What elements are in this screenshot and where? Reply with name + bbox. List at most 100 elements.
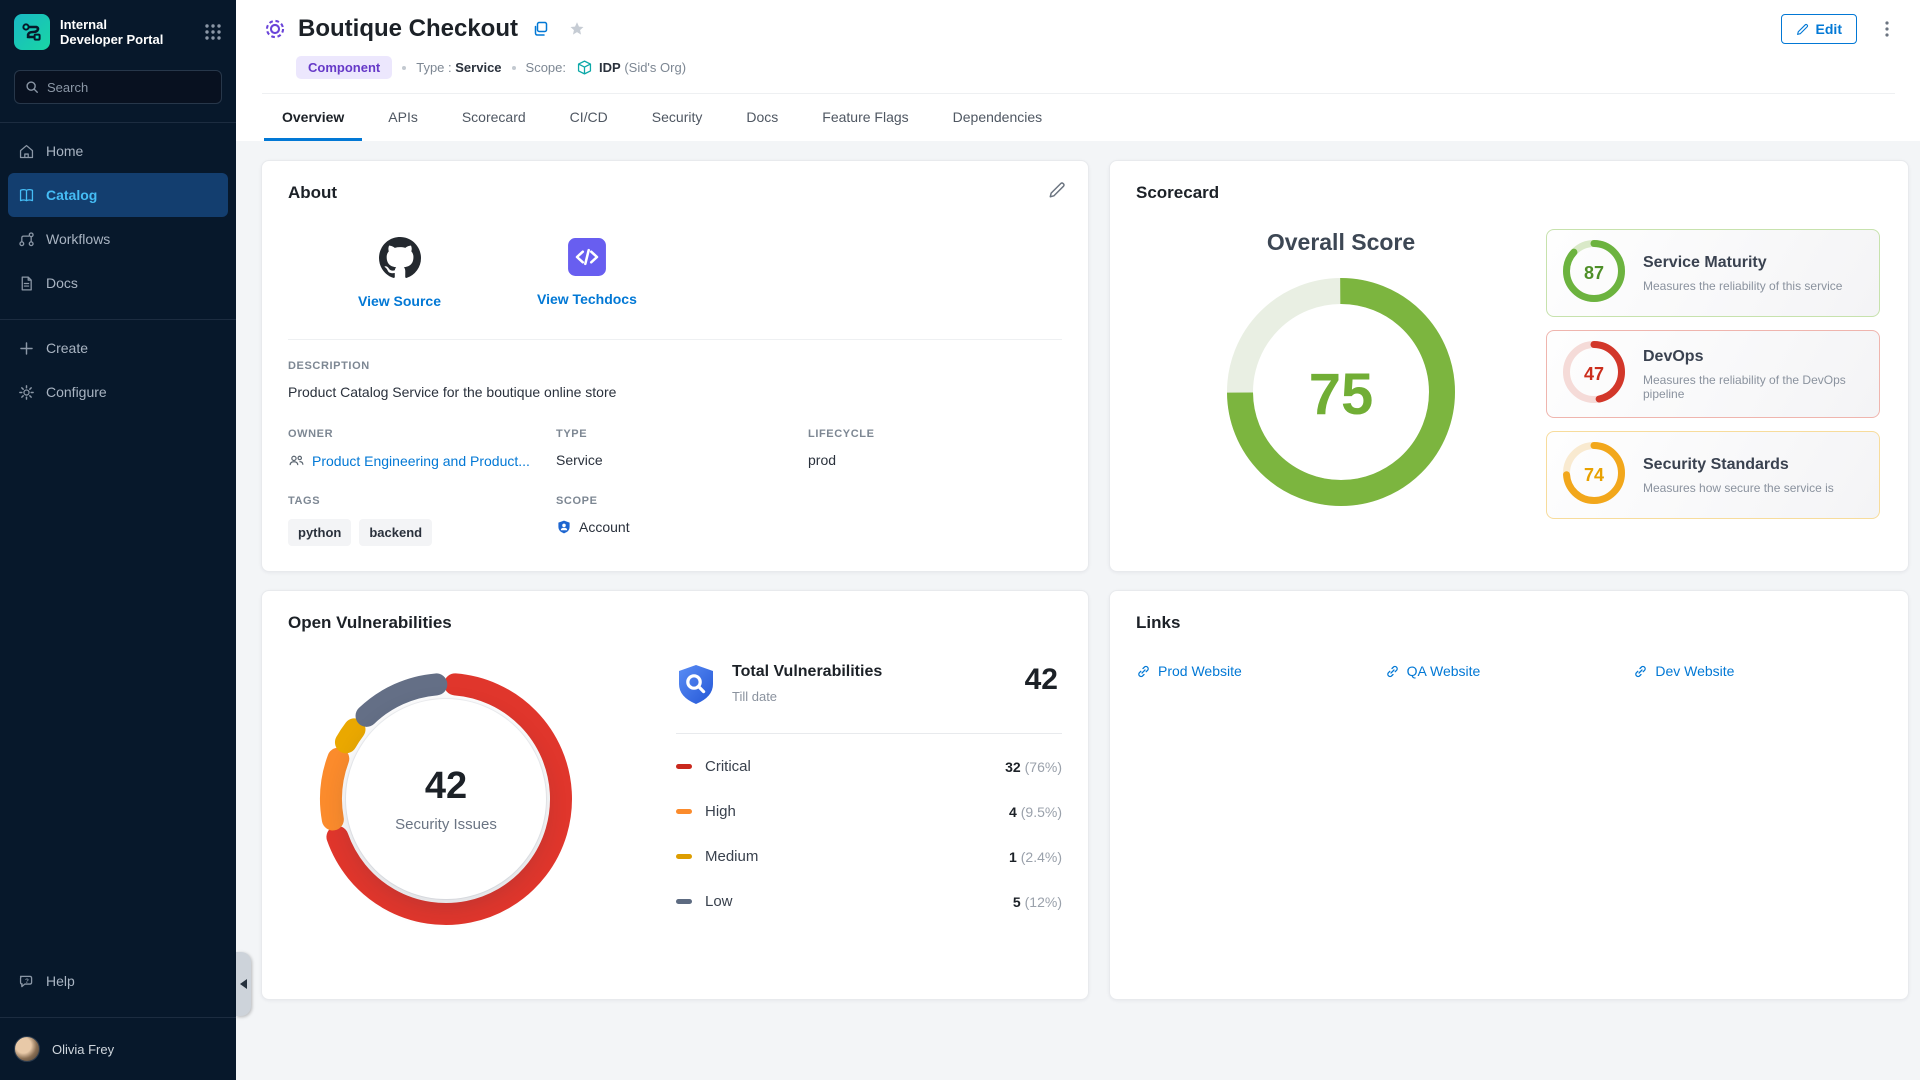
security-issues-count: 42: [424, 765, 468, 807]
account-shield-icon: [558, 520, 570, 534]
scope-label: SCOPE: [556, 495, 598, 507]
type-value: Service: [455, 60, 502, 75]
sidebar-item-configure[interactable]: Configure: [8, 370, 228, 414]
sidebar-collapse-handle[interactable]: [236, 952, 251, 1016]
github-icon: [378, 237, 421, 278]
vulnerabilities-heading: Open Vulnerabilities: [288, 613, 452, 632]
tag-chip[interactable]: python: [288, 519, 352, 546]
scorecard-card: Scorecard Overall Score 75 8: [1109, 160, 1909, 572]
avatar: [14, 1036, 40, 1062]
score-ring: 87: [1563, 239, 1625, 307]
scope-cube-icon: [577, 60, 592, 75]
owner-label: OWNER: [288, 428, 334, 440]
scorecard-item-devops[interactable]: 47 DevOps Measures the reliability of th…: [1546, 330, 1880, 418]
page-title: Boutique Checkout: [298, 15, 518, 42]
catalog-icon: [19, 188, 34, 201]
scorecard-item-service-maturity[interactable]: 87 Service Maturity Measures the reliabi…: [1546, 229, 1880, 317]
tag-chip[interactable]: backend: [359, 519, 433, 546]
tab-dependencies[interactable]: Dependencies: [952, 109, 1043, 125]
tab-apis[interactable]: APIs: [388, 109, 418, 125]
scope-value: Account: [579, 519, 630, 535]
user-menu[interactable]: Olivia Frey: [0, 1024, 236, 1080]
type-label: TYPE: [556, 428, 588, 440]
sidebar-item-docs[interactable]: Docs: [8, 261, 228, 305]
tab-scorecard[interactable]: Scorecard: [461, 109, 526, 125]
edit-button[interactable]: Edit: [1780, 14, 1857, 44]
kind-badge: Component: [296, 56, 393, 79]
description-label: DESCRIPTION: [288, 360, 370, 372]
legend-row-low: Low 5 (12%): [676, 879, 1062, 924]
view-techdocs-link[interactable]: View Techdocs: [537, 237, 637, 309]
svg-text:?: ?: [25, 977, 29, 984]
critical-dash-icon: [676, 764, 692, 769]
user-name: Olivia Frey: [52, 1041, 115, 1057]
score-ring: 47: [1563, 340, 1625, 408]
legend-row-medium: Medium 1 (2.4%): [676, 834, 1062, 879]
main-area: Boutique Checkout Edit: [236, 0, 1920, 1080]
chevron-left-icon: [240, 979, 247, 989]
copy-icon[interactable]: [532, 20, 550, 38]
circuit-logo-icon: [22, 23, 41, 41]
overall-score-donut: 75: [1227, 278, 1455, 511]
apps-grid-icon[interactable]: [204, 23, 222, 41]
security-issues-label: Security Issues: [395, 816, 497, 833]
sidebar-item-help[interactable]: ? Help: [8, 959, 228, 1003]
gear-icon: [19, 384, 34, 400]
link-icon: [1386, 665, 1398, 677]
sidebar-item-create[interactable]: Create: [8, 326, 228, 370]
sidebar-item-home[interactable]: Home: [8, 129, 228, 173]
about-heading: About: [288, 183, 338, 202]
plus-icon: [20, 341, 33, 355]
divider: [0, 1017, 236, 1018]
home-icon: [19, 144, 34, 158]
about-card: About View Source: [261, 160, 1089, 572]
sidebar-item-workflows[interactable]: Workflows: [8, 217, 228, 261]
techdocs-icon: [567, 238, 606, 276]
overview-content: About View Source: [236, 141, 1920, 1080]
overall-score-value: 75: [1308, 362, 1374, 427]
sidebar: Internal Developer Portal Search H: [0, 0, 236, 1080]
tab-feature-flags[interactable]: Feature Flags: [822, 109, 909, 125]
search-input[interactable]: Search: [14, 70, 222, 104]
sidebar-item-catalog[interactable]: Catalog: [8, 173, 228, 217]
tab-overview[interactable]: Overview: [264, 94, 363, 141]
scorecard-heading: Scorecard: [1136, 183, 1220, 202]
about-edit-pencil-icon[interactable]: [1048, 181, 1066, 199]
tab-docs[interactable]: Docs: [746, 109, 779, 125]
kebab-menu-icon[interactable]: [1879, 20, 1895, 38]
lifecycle-value: prod: [808, 452, 837, 468]
low-dash-icon: [676, 899, 692, 904]
pencil-icon: [1796, 23, 1808, 35]
link-prod-website[interactable]: Prod Website: [1136, 663, 1385, 679]
total-vulnerabilities-count: 42: [1024, 663, 1058, 696]
app-logo: [14, 14, 50, 50]
tags-label: TAGS: [288, 495, 321, 507]
star-icon[interactable]: [568, 20, 586, 38]
divider: [0, 319, 236, 320]
links-card: Links Prod Website QA Website: [1109, 590, 1909, 1000]
app-title: Internal Developer Portal: [60, 17, 164, 47]
score-ring: 74: [1563, 441, 1625, 509]
description-value: Product Catalog Service for the boutique…: [288, 384, 617, 400]
owner-link[interactable]: Product Engineering and Product...: [288, 452, 556, 469]
page-header: Boutique Checkout Edit: [236, 0, 1920, 141]
tab-cicd[interactable]: CI/CD: [569, 109, 608, 125]
tab-bar: Overview APIs Scorecard CI/CD Security D…: [262, 93, 1895, 141]
link-icon: [1635, 665, 1647, 677]
link-icon: [1138, 665, 1149, 677]
link-dev-website[interactable]: Dev Website: [1633, 663, 1882, 679]
view-source-link[interactable]: View Source: [358, 237, 441, 309]
tab-security[interactable]: Security: [651, 109, 703, 125]
dot-separator: [511, 65, 516, 70]
divider: [288, 339, 1062, 340]
overall-score-title: Overall Score: [1266, 229, 1416, 255]
links-heading: Links: [1136, 613, 1181, 632]
group-icon: [289, 455, 304, 466]
scope-value: IDP: [599, 60, 621, 75]
link-qa-website[interactable]: QA Website: [1385, 663, 1634, 679]
help-chat-icon: ?: [19, 975, 33, 987]
till-date-label: Till date: [732, 689, 778, 704]
scorecard-item-security-standards[interactable]: 74 Security Standards Measures how secur…: [1546, 431, 1880, 519]
legend-row-high: High 4 (9.5%): [676, 789, 1062, 834]
medium-dash-icon: [676, 854, 692, 859]
